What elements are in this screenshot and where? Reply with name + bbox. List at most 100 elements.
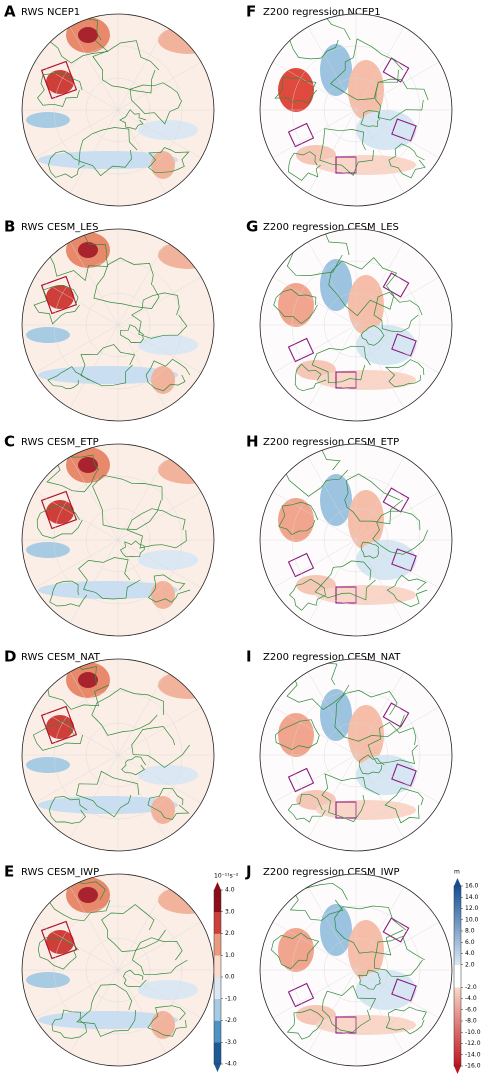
anomaly (26, 972, 70, 988)
coastline (288, 151, 321, 181)
meridian (117, 61, 202, 111)
meridian (272, 539, 357, 589)
anomaly (348, 60, 384, 120)
colorbar-cell (214, 979, 221, 983)
colorbar-cell (454, 933, 461, 937)
meridian (117, 456, 167, 541)
panel-letter: I (246, 648, 252, 666)
anomaly (278, 928, 314, 972)
coastline (274, 76, 317, 104)
coastline (311, 345, 371, 384)
anomaly (26, 112, 70, 128)
parallel (323, 292, 389, 358)
colorbar-cell (214, 1020, 221, 1024)
colorbar-cell (214, 1004, 221, 1008)
coastline (287, 793, 326, 823)
colorbar-cell (454, 1057, 461, 1061)
meridian (117, 241, 167, 326)
parallel (323, 722, 389, 788)
colorbar-cell (454, 1026, 461, 1030)
region-box (382, 272, 410, 298)
colorbar-cell (214, 1034, 221, 1038)
meridian (272, 969, 357, 1019)
colorbar-cell (214, 1015, 221, 1019)
anomaly (348, 705, 384, 765)
colorbar-cell (454, 886, 461, 890)
colorbar-cell (214, 974, 221, 978)
anomaly (138, 765, 198, 785)
coastline (37, 73, 83, 107)
parallel (53, 45, 183, 175)
coastline (360, 325, 385, 346)
meridian (307, 26, 357, 111)
region-box (287, 767, 315, 793)
meridian (117, 276, 202, 326)
meridian (69, 241, 119, 326)
colorbar-cell (214, 952, 221, 956)
meridian (355, 921, 440, 971)
colorbar-cell (454, 961, 461, 966)
map (22, 874, 214, 1066)
parallel (53, 475, 183, 605)
colorbar-cell (454, 976, 461, 980)
colorbar-tick-label: 0.0 (225, 974, 235, 981)
colorbar-cell (454, 1029, 461, 1033)
anomaly (26, 327, 70, 343)
colorbar-cell (214, 990, 221, 994)
coastline (147, 1005, 187, 1037)
colorbar-cell (454, 902, 461, 906)
coastline (321, 985, 377, 1033)
meridian (69, 456, 119, 541)
colorbar-cell (454, 1006, 461, 1011)
colorbar-cell (214, 930, 221, 934)
panel-title: Z200 regression CESM_NAT (263, 652, 401, 663)
meridian (307, 324, 357, 409)
anomaly (278, 713, 314, 757)
colorbar-cell (214, 1047, 221, 1051)
region-box (382, 487, 410, 513)
colorbar-cell (454, 1009, 461, 1013)
meridian (355, 324, 440, 374)
anomaly (78, 27, 98, 43)
region-box (287, 337, 315, 363)
colorbar-cell (214, 996, 221, 1000)
coastline (384, 787, 424, 824)
colorbar-tick-label: -4.0 (225, 1061, 237, 1068)
anomaly (320, 474, 352, 526)
coastline (78, 557, 141, 600)
meridian (272, 491, 357, 541)
colorbar-cell (454, 900, 461, 904)
colorbar-cell (214, 1039, 221, 1043)
anomaly (158, 671, 214, 699)
meridian (117, 109, 167, 194)
meridian (69, 754, 119, 839)
coastline (367, 721, 418, 765)
coastline (147, 788, 190, 821)
colorbar-cell (214, 1061, 221, 1065)
coastline (78, 127, 138, 177)
meridian (117, 754, 202, 804)
panel-title: RWS CESM_LES (21, 222, 98, 233)
meridian (355, 969, 405, 1054)
meridian (34, 754, 119, 804)
meridian (69, 109, 119, 194)
map (260, 659, 452, 851)
region-box (287, 552, 315, 578)
region-box (391, 118, 417, 142)
meridian (307, 969, 357, 1054)
meridian (355, 969, 440, 1019)
meridian (307, 109, 357, 194)
meridian (355, 109, 405, 194)
anomaly (26, 542, 70, 558)
parallel (323, 937, 389, 1003)
coastline (129, 82, 183, 125)
panel-letter: G (246, 218, 258, 236)
coastline (33, 284, 80, 325)
colorbar-cell (214, 993, 221, 997)
coastline (334, 905, 407, 956)
colorbar-cell (214, 1012, 221, 1016)
colorbar-cell (214, 922, 221, 926)
parallel (323, 507, 389, 573)
coastline (131, 937, 188, 976)
coastline (372, 510, 429, 555)
